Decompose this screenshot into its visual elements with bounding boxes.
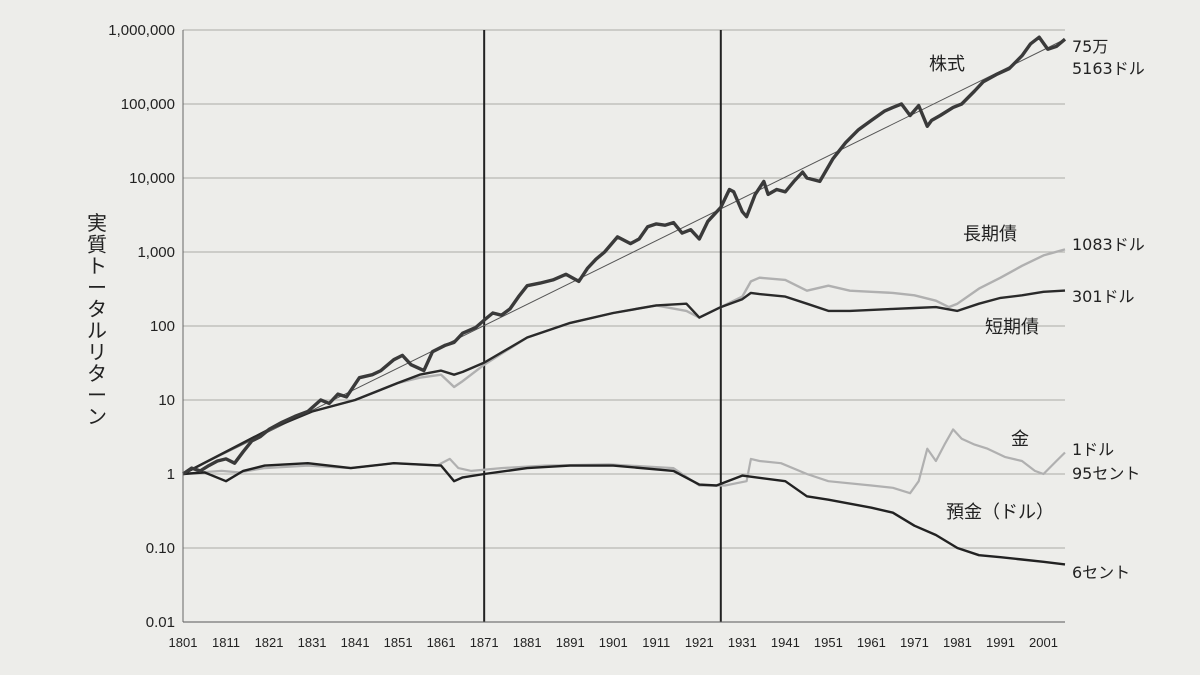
series-line [182, 462, 1066, 566]
x-tick-labels: 1801 1811 1821 1831 1841 1851 1861 1871 1881 1891… [169, 635, 1058, 650]
series-end-label: 301ドル [1072, 287, 1135, 306]
y-tick-label: 0.01 [146, 614, 175, 631]
x-tick-label: 1981 [943, 635, 972, 650]
y-tick-label: 10,000 [129, 170, 175, 187]
x-tick-label: 1901 [599, 635, 628, 650]
series-name-label: 短期債 [985, 317, 1039, 338]
y-tick-label: 1 [167, 466, 175, 483]
series-line [182, 289, 1066, 476]
x-tick-label: 1961 [857, 635, 886, 650]
x-tick-label: 1941 [771, 635, 800, 650]
series-name-label: 株式 [929, 54, 965, 75]
series-end-label: 5163ドル [1072, 59, 1145, 78]
x-tick-label: 1921 [685, 635, 714, 650]
y-tick-label: 100 [150, 318, 175, 335]
series-end-label: 6セント [1072, 563, 1130, 582]
series-end-label: 95セント [1072, 464, 1140, 483]
series-name-label: 預金（ドル） [946, 502, 1054, 523]
x-tick-label: 1931 [728, 635, 757, 650]
series-lines [182, 35, 1067, 566]
x-tick-label: 1881 [513, 635, 542, 650]
series-end-label: 1083ドル [1072, 235, 1145, 254]
series-name-label: 金 [1011, 429, 1029, 450]
y-tick-label: 100,000 [121, 96, 175, 113]
x-tick-label: 1801 [169, 635, 198, 650]
x-tick-label: 1811 [212, 635, 240, 650]
series-line [182, 35, 1067, 476]
x-tick-label: 1851 [384, 635, 413, 650]
x-tick-label: 1841 [341, 635, 370, 650]
x-tick-label: 1861 [427, 635, 456, 650]
y-axis-label: 実質トータルリターン [87, 211, 107, 429]
y-tick-label: 0.10 [146, 540, 175, 557]
x-tick-label: 1971 [900, 635, 929, 650]
x-tick-label: 1871 [470, 635, 499, 650]
y-tick-label: 1,000 [137, 244, 175, 261]
x-tick-label: 1821 [255, 635, 284, 650]
x-tick-label: 1911 [642, 635, 670, 650]
y-tick-label: 10 [158, 392, 175, 409]
series-line [182, 248, 1066, 476]
x-tick-label: 1951 [814, 635, 843, 650]
x-tick-label: 1891 [556, 635, 585, 650]
series-end-label: 75万 [1072, 37, 1108, 56]
y-tick-label: 1,000,000 [108, 22, 175, 39]
series-end-label: 1ドル [1072, 440, 1114, 459]
x-tick-label: 1831 [298, 635, 327, 650]
series-name-label: 長期債 [963, 224, 1017, 245]
x-tick-label: 1991 [986, 635, 1015, 650]
x-tick-label: 2001 [1029, 635, 1058, 650]
y-tick-labels: 1,000,000 100,000 10,000 1,000 100 10 1 0.10 0.0… [108, 22, 175, 631]
